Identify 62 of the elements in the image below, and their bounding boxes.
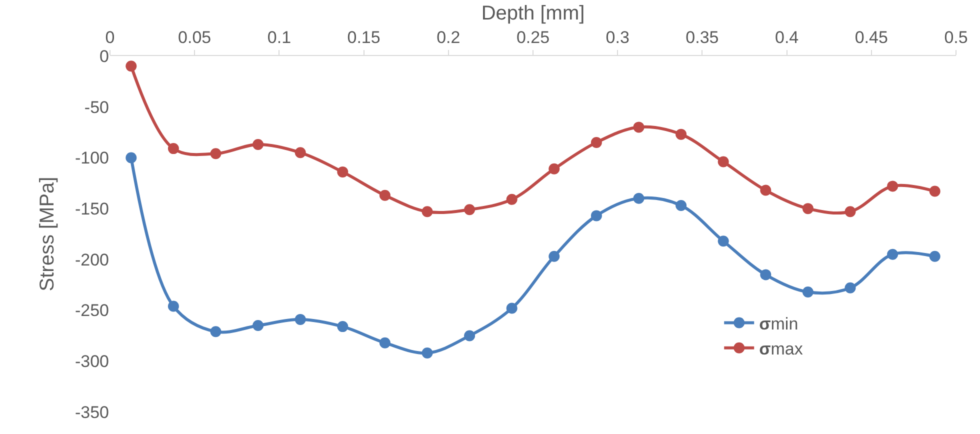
point <box>887 248 898 260</box>
point <box>506 194 518 205</box>
point <box>844 282 856 294</box>
point <box>210 148 222 160</box>
point <box>422 348 433 359</box>
point <box>548 163 560 174</box>
point <box>676 128 687 140</box>
point <box>802 203 814 214</box>
point <box>929 186 940 197</box>
point <box>252 320 264 332</box>
point <box>844 206 856 218</box>
x-tick-label: 0.4 <box>774 28 799 48</box>
y-tick-label: -200 <box>74 250 109 270</box>
legend-label: σmin <box>759 314 798 334</box>
point <box>590 210 602 222</box>
point <box>126 152 137 164</box>
point <box>422 206 433 218</box>
point <box>337 321 348 332</box>
x-tick-label: 0.15 <box>347 28 380 48</box>
legend-label: σmax <box>759 339 804 358</box>
point <box>760 269 772 280</box>
point <box>252 138 264 150</box>
y-tick-label: 0 <box>100 46 109 66</box>
y-tick-label: -100 <box>74 148 109 168</box>
point <box>464 330 476 342</box>
x-tick-label: 0.45 <box>854 28 888 48</box>
point <box>337 166 348 178</box>
point <box>168 300 179 312</box>
point <box>210 326 222 338</box>
y-tick-label: -300 <box>74 352 109 372</box>
x-tick-label: 0.25 <box>516 28 550 48</box>
y-tick-label: -350 <box>74 402 109 422</box>
point <box>379 337 390 348</box>
x-tick-label: 0.3 <box>606 28 630 48</box>
y-tick-label: -150 <box>74 200 109 219</box>
point <box>633 192 644 204</box>
y-tick-label: -50 <box>84 98 109 117</box>
point <box>676 200 687 212</box>
y-tick-label: -250 <box>74 301 109 320</box>
point <box>633 122 644 133</box>
x-tick-label: 0.05 <box>178 28 212 48</box>
point <box>379 190 390 201</box>
point <box>294 147 306 158</box>
x-axis-title: Depth [mm] <box>481 2 585 25</box>
x-tick-label: 0.5 <box>944 28 968 48</box>
y-axis-title: Stress [MPa] <box>36 176 58 292</box>
point <box>887 180 898 192</box>
x-tick-label: 0.2 <box>436 28 460 48</box>
point <box>506 302 518 314</box>
point <box>126 60 137 72</box>
point <box>294 314 306 325</box>
point <box>168 143 179 154</box>
point <box>548 250 560 262</box>
point <box>802 286 814 298</box>
point <box>718 156 729 168</box>
point <box>590 136 602 148</box>
x-tick-label: 0.35 <box>686 28 719 48</box>
x-tick-label: 0.1 <box>267 28 292 48</box>
point <box>929 250 940 262</box>
point <box>760 184 772 196</box>
point <box>464 204 476 216</box>
point <box>718 236 729 247</box>
